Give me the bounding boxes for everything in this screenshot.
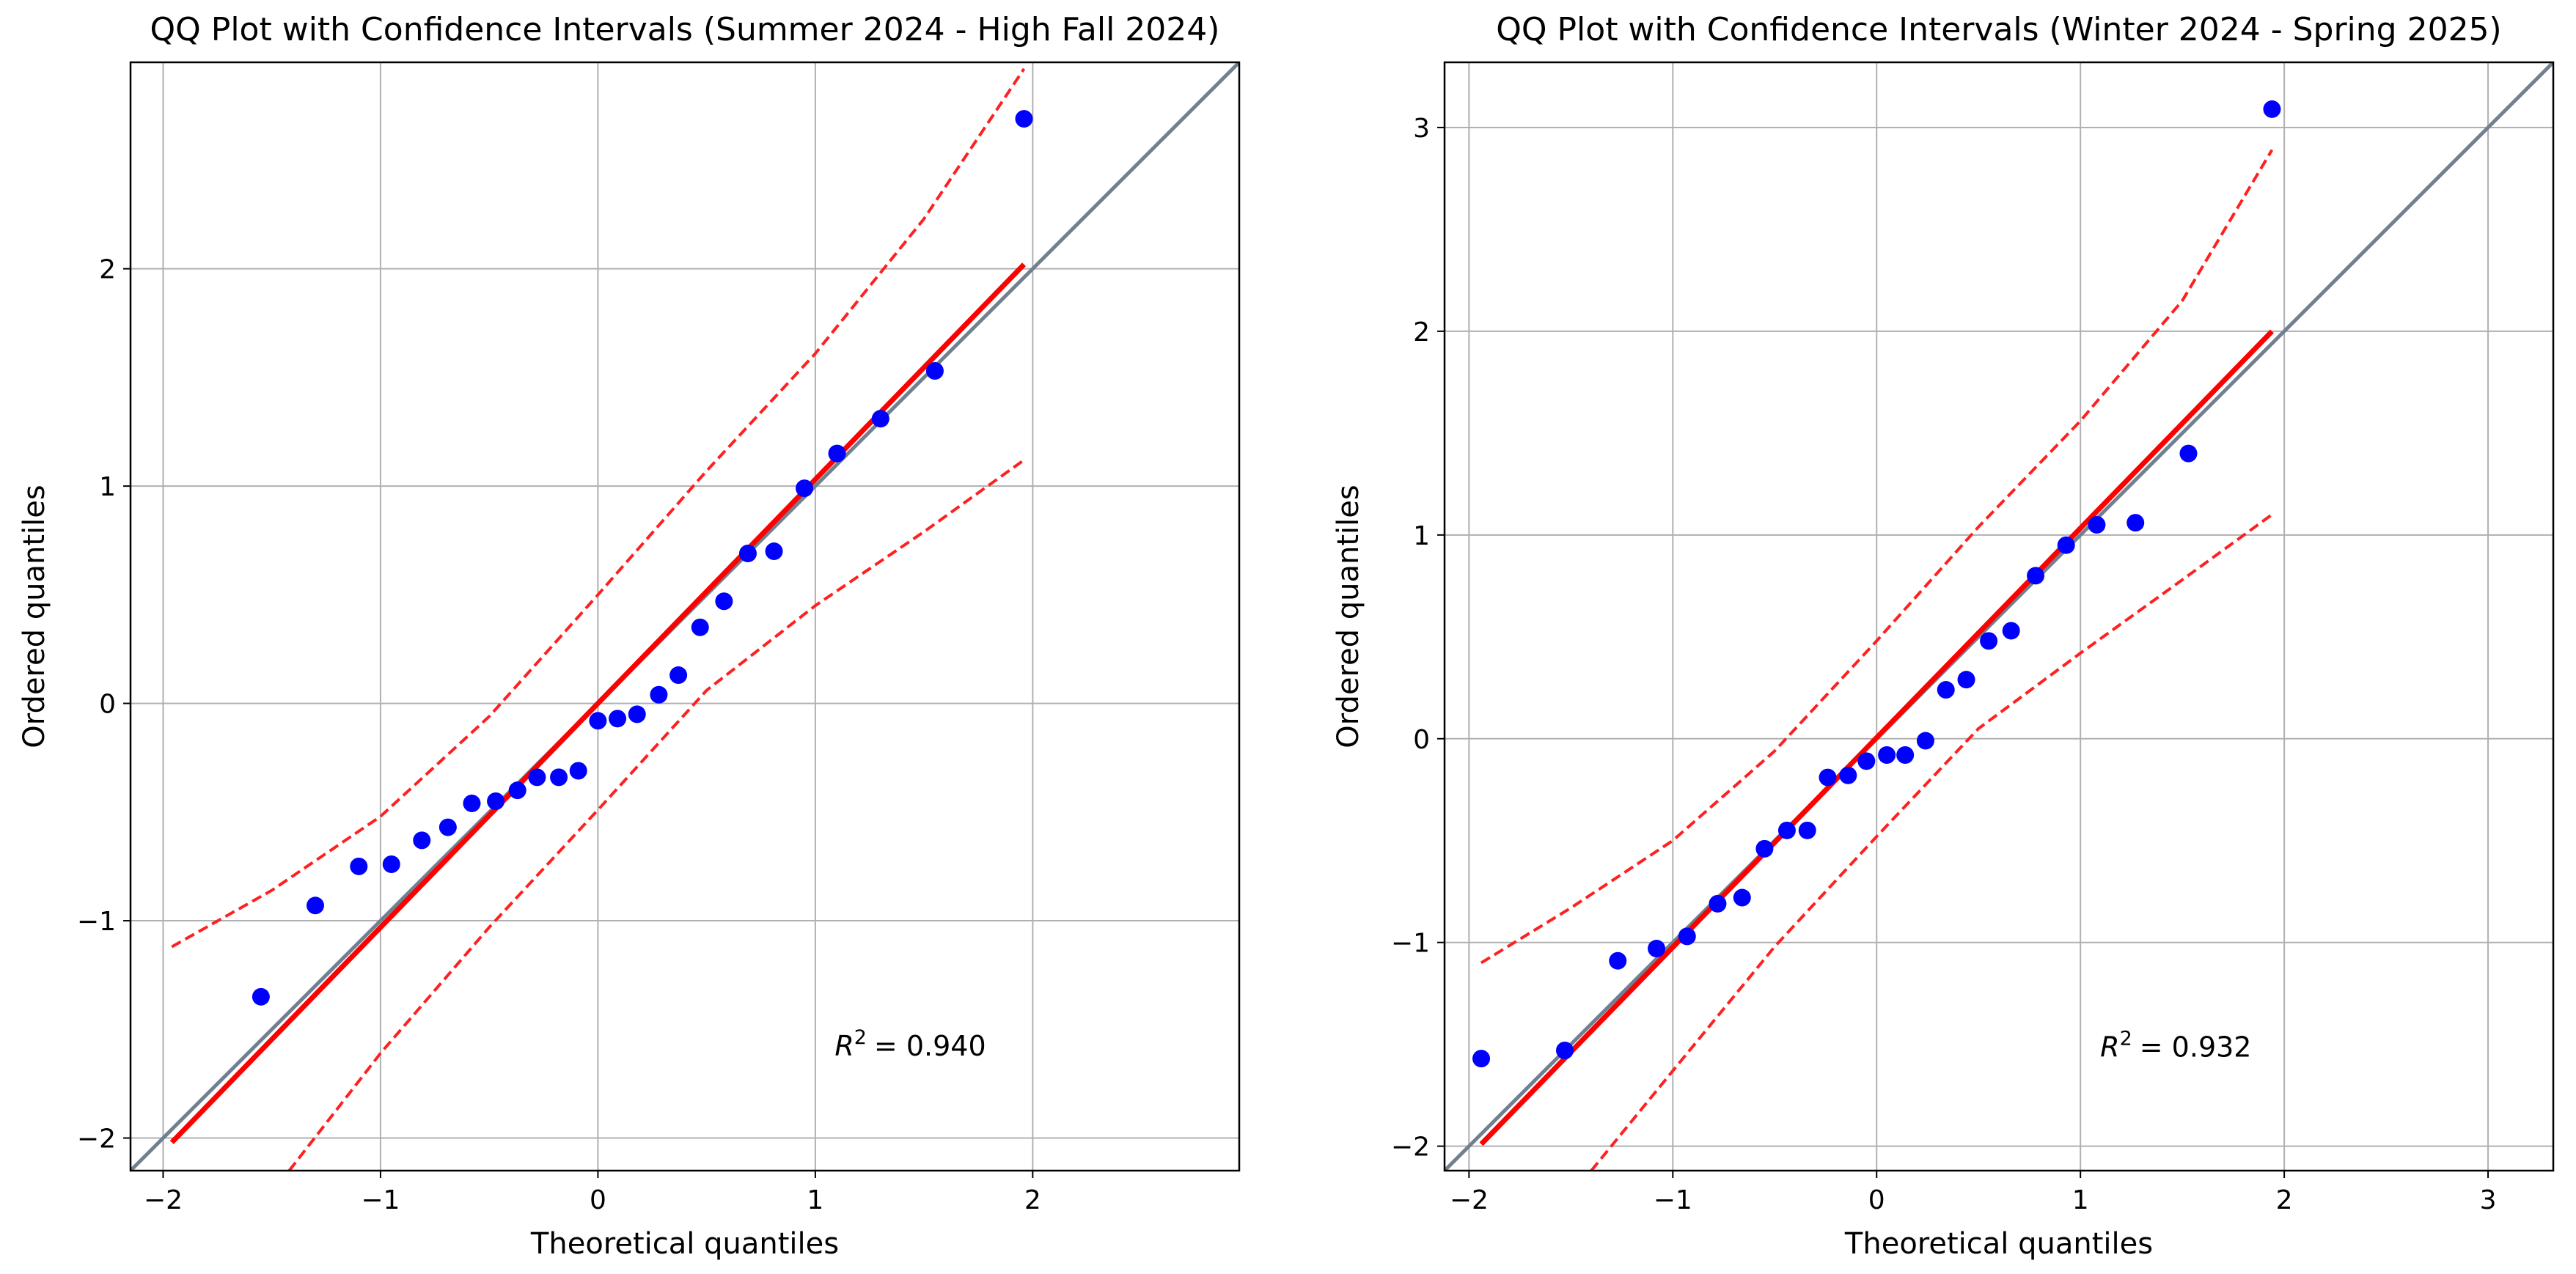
data-point (1937, 681, 1955, 699)
data-point (1015, 110, 1033, 128)
data-point (382, 855, 400, 873)
y-tick-label: −1 (1391, 929, 1430, 959)
data-point (1916, 732, 1934, 750)
reference-line (1445, 62, 2553, 1171)
data-point (463, 794, 481, 812)
data-point (569, 762, 587, 780)
y-tick-label: 3 (1413, 114, 1430, 144)
chart-title: QQ Plot with Confidence Intervals (Summe… (150, 11, 1220, 48)
axes-frame (1443, 61, 2555, 1172)
data-point (508, 781, 526, 800)
data-point (1609, 951, 1627, 970)
data-point (925, 361, 944, 380)
fit-line (1479, 329, 2274, 1146)
x-axis-label: Theoretical quantiles (1844, 1227, 2153, 1261)
lower-confidence-band (287, 458, 1025, 1171)
data-point (1678, 927, 1696, 946)
lower-confidence-band (1590, 513, 2273, 1171)
y-tick-label: −2 (1391, 1133, 1430, 1163)
data-point (1980, 632, 1998, 650)
data-point (1896, 746, 1915, 764)
data-point (1648, 940, 1666, 958)
x-tick-label: 1 (2072, 1185, 2089, 1215)
data-point (1798, 821, 1816, 839)
data-point (1709, 894, 1727, 913)
plot-area (131, 62, 1239, 1171)
y-tick-label: 1 (99, 472, 116, 502)
qq-panel-winter-2024-spring-2025: −2 −1 0 1 2 3 −2 −1 0 1 2 3 QQ Plot with Confidence … (1332, 11, 2555, 1261)
y-tick-label: −2 (77, 1124, 116, 1155)
data-point (609, 710, 627, 728)
upper-confidence-band (1480, 149, 2274, 965)
data-point (1878, 746, 1896, 764)
data-point (2027, 567, 2045, 585)
x-tick-label: 2 (1024, 1185, 1041, 1215)
qq-panel-summer-2024-high-fall-2024: −2 −1 0 1 2 −2 −1 0 1 2 QQ Plot with Confidence In… (18, 11, 1241, 1261)
y-tick-label: 0 (99, 690, 116, 720)
chart-title: QQ Plot with Confidence Intervals (Winte… (1496, 11, 2501, 48)
x-tick-label: 0 (1868, 1185, 1885, 1215)
data-point (691, 618, 709, 636)
data-point (2002, 622, 2020, 640)
y-tick-label: −1 (77, 907, 116, 937)
data-point (1555, 1042, 1574, 1060)
data-point (1957, 671, 1975, 689)
data-point (307, 896, 324, 915)
data-point (528, 768, 546, 787)
axes-frame (129, 61, 1241, 1172)
r-squared-value: = 0.932 (2140, 1031, 2252, 1063)
upper-confidence-band (171, 67, 1026, 949)
data-point (871, 410, 889, 428)
x-tick-label: 3 (2480, 1185, 2497, 1215)
data-point (1733, 888, 1751, 907)
data-point (2127, 514, 2145, 532)
x-tick-label: −1 (361, 1185, 400, 1215)
data-point (2057, 536, 2075, 554)
r-squared-annotation: R2 = 0.940 (834, 1026, 986, 1062)
data-point (487, 792, 505, 810)
x-tick-label: −1 (1654, 1185, 1692, 1215)
data-point (715, 592, 733, 611)
x-tick-label: 1 (807, 1185, 823, 1215)
y-tick-label: 2 (1413, 317, 1430, 347)
r-squared-exponent: 2 (854, 1026, 867, 1049)
x-tick-label: −2 (144, 1185, 183, 1215)
data-point (1839, 766, 1857, 784)
x-axis-label: Theoretical quantiles (530, 1227, 839, 1261)
r-squared-value: = 0.940 (874, 1030, 986, 1062)
data-point (765, 542, 783, 561)
data-point (796, 479, 814, 498)
x-tick-label: −2 (1450, 1185, 1489, 1215)
data-point (350, 857, 368, 875)
data-point (628, 705, 646, 723)
y-tick-label: 2 (99, 255, 116, 285)
data-point (1777, 821, 1796, 839)
y-axis-label: Ordered quantiles (18, 485, 51, 748)
data-point (2088, 515, 2106, 534)
data-point (738, 545, 757, 563)
data-point (828, 444, 846, 463)
x-tick-label: 0 (590, 1185, 606, 1215)
y-tick-label: 1 (1413, 521, 1430, 551)
data-point (1755, 839, 1774, 858)
data-point (2179, 444, 2198, 463)
data-point (1472, 1050, 1491, 1068)
y-axis-label: Ordered quantiles (1332, 485, 1365, 748)
data-point (252, 987, 270, 1006)
data-point (2263, 100, 2281, 118)
x-tick-label: 2 (2276, 1185, 2293, 1215)
y-tick-label: 0 (1413, 725, 1430, 755)
data-point (669, 666, 688, 685)
data-point (1819, 768, 1837, 787)
data-point (438, 818, 457, 836)
data-point (1857, 752, 1876, 770)
data-point (589, 712, 607, 730)
plot-area (1445, 62, 2553, 1171)
r-squared-exponent: 2 (2120, 1027, 2132, 1050)
data-point (650, 685, 668, 704)
data-point (413, 831, 431, 850)
data-point (550, 768, 568, 787)
